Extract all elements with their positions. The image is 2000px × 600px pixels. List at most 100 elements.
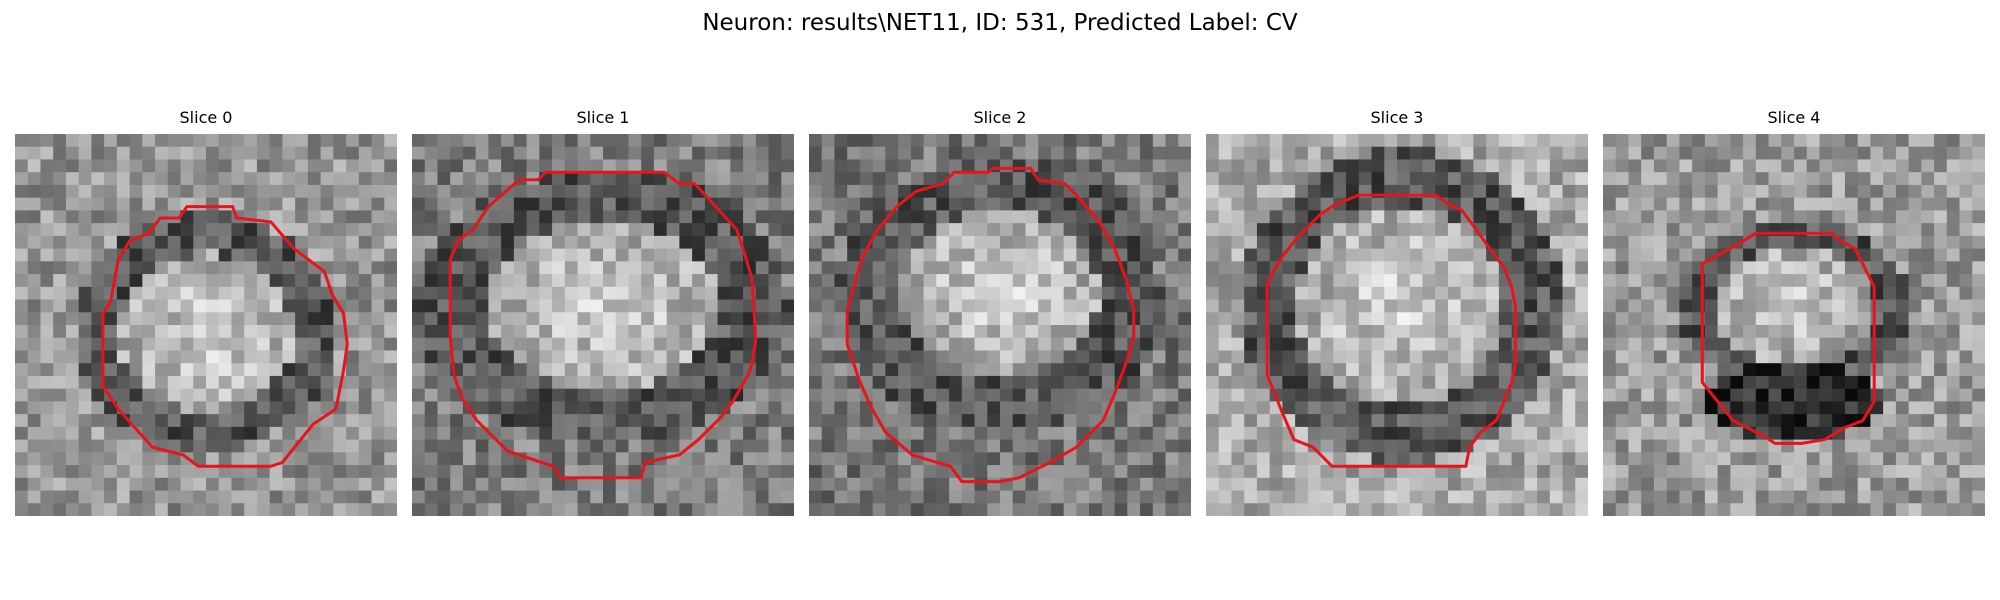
image-pixel — [1012, 401, 1027, 415]
image-pixel — [15, 274, 29, 288]
image-pixel — [91, 363, 105, 377]
image-pixel — [1244, 350, 1258, 364]
image-pixel — [1447, 299, 1462, 313]
image-pixel — [346, 503, 360, 516]
image-pixel — [615, 223, 630, 237]
image-pixel — [1679, 159, 1693, 173]
image-pixel — [1666, 375, 1680, 390]
image-pixel — [1692, 134, 1706, 148]
image-pixel — [526, 350, 540, 364]
image-pixel — [269, 235, 283, 250]
image-pixel — [1832, 184, 1846, 199]
image-pixel — [129, 274, 143, 288]
image-pixel — [193, 388, 207, 402]
image-pixel — [1256, 134, 1271, 148]
image-pixel — [1806, 490, 1821, 504]
image-pixel — [1946, 477, 1961, 492]
image-pixel — [1358, 337, 1373, 352]
image-pixel — [730, 439, 744, 453]
image-pixel — [1549, 274, 1564, 288]
image-pixel — [1972, 452, 1985, 466]
image-pixel — [1666, 414, 1680, 428]
image-pixel — [755, 312, 770, 326]
image-pixel — [142, 159, 156, 173]
image-pixel — [1165, 312, 1179, 326]
image-pixel — [424, 477, 439, 492]
image-pixel — [526, 312, 540, 326]
image-pixel — [358, 401, 373, 415]
image-pixel — [1653, 248, 1668, 262]
image-pixel — [256, 197, 271, 211]
image-pixel — [307, 452, 322, 466]
image-pixel — [564, 452, 579, 466]
image-pixel — [781, 452, 794, 466]
image-pixel — [1050, 363, 1065, 377]
image-pixel — [1653, 134, 1668, 148]
image-pixel — [666, 375, 680, 390]
image-pixel — [1101, 477, 1116, 492]
image-pixel — [1666, 184, 1680, 199]
image-pixel — [155, 286, 169, 301]
image-pixel — [641, 490, 655, 504]
image-pixel — [1844, 337, 1859, 352]
image-pixel — [564, 184, 579, 199]
image-pixel — [615, 414, 630, 428]
image-pixel — [256, 439, 271, 453]
image-pixel — [1549, 375, 1564, 390]
slice-panel-1: Slice 1 — [412, 108, 794, 516]
image-pixel — [1050, 274, 1065, 288]
image-pixel — [1743, 465, 1757, 479]
image-pixel — [475, 146, 489, 161]
image-pixel — [1231, 274, 1245, 288]
image-pixel — [1447, 337, 1462, 352]
image-pixel — [333, 286, 347, 301]
image-pixel — [781, 426, 794, 441]
image-pixel — [1333, 477, 1347, 492]
image-pixel — [1806, 146, 1821, 161]
image-pixel — [1012, 134, 1027, 148]
image-pixel — [628, 477, 642, 492]
image-pixel — [475, 299, 489, 313]
image-pixel — [1397, 426, 1411, 441]
image-pixel — [885, 223, 899, 237]
image-pixel — [206, 465, 220, 479]
image-pixel — [641, 197, 655, 211]
image-pixel — [1743, 414, 1757, 428]
image-pixel — [320, 363, 334, 377]
image-pixel — [1384, 197, 1398, 211]
image-pixel — [755, 465, 770, 479]
image-pixel — [1628, 388, 1642, 402]
image-pixel — [834, 223, 848, 237]
image-pixel — [488, 210, 502, 224]
image-pixel — [320, 299, 334, 313]
image-pixel — [590, 159, 604, 173]
image-pixel — [1959, 401, 1973, 415]
image-pixel — [898, 184, 912, 199]
image-pixel — [155, 337, 169, 352]
image-pixel — [834, 235, 848, 250]
image-pixel — [628, 184, 642, 199]
image-pixel — [1755, 477, 1770, 492]
image-pixel — [755, 261, 770, 275]
image-pixel — [564, 401, 579, 415]
image-pixel — [1101, 146, 1116, 161]
image-pixel — [1575, 172, 1588, 186]
image-pixel — [104, 337, 118, 352]
image-pixel — [437, 312, 451, 326]
image-pixel — [384, 248, 397, 262]
image-pixel — [371, 235, 385, 250]
image-pixel — [424, 223, 439, 237]
image-pixel — [1641, 490, 1655, 504]
image-pixel — [15, 146, 29, 161]
image-pixel — [653, 388, 668, 402]
image-pixel — [1218, 210, 1233, 224]
image-pixel — [1819, 439, 1833, 453]
image-pixel — [1063, 426, 1077, 441]
image-pixel — [821, 286, 836, 301]
image-pixel — [1537, 235, 1551, 250]
image-pixel — [1000, 312, 1014, 326]
image-pixel — [231, 401, 245, 415]
image-pixel — [1537, 210, 1551, 224]
image-pixel — [358, 134, 373, 148]
image-pixel — [949, 375, 963, 390]
